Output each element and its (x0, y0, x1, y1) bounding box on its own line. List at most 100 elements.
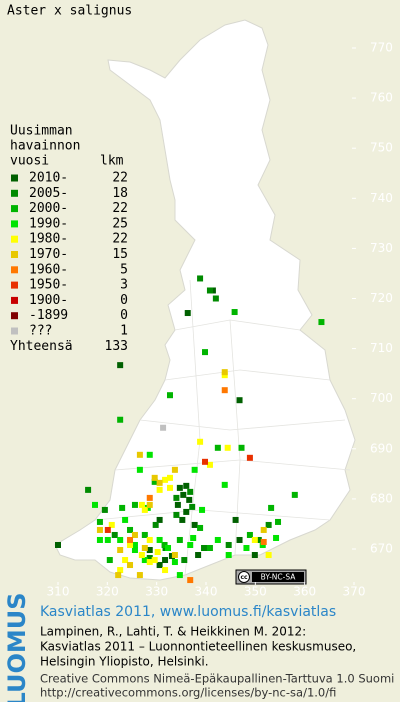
easting-label: 350 (244, 585, 267, 599)
observation-square (184, 310, 191, 317)
observation-square (268, 504, 275, 511)
legend-swatch (11, 266, 18, 274)
legend-count: 18 (112, 186, 128, 201)
observation-square (199, 506, 206, 513)
legend-count: 1 (120, 324, 128, 339)
cc-circle (238, 571, 250, 583)
observation-square (146, 501, 153, 508)
observation-square (131, 541, 138, 548)
observation-square (160, 424, 167, 431)
observation-square (136, 572, 143, 579)
citation: Helsingin Yliopisto, Helsinki. (40, 655, 209, 669)
observation-square (108, 521, 115, 528)
observation-square (202, 349, 209, 356)
legend-swatch (11, 327, 18, 335)
total-label: Yhteensä (10, 339, 73, 354)
cc-mark: cc (240, 574, 248, 581)
observation-square (104, 536, 111, 543)
observation-square (127, 541, 134, 548)
observation-square (273, 534, 280, 541)
observation-square (221, 369, 228, 376)
observation-square (92, 501, 98, 508)
observation-square (246, 531, 253, 538)
observation-square (174, 501, 181, 508)
northing-label: 730 (370, 241, 393, 255)
observation-square (146, 494, 153, 501)
observation-square (176, 572, 183, 579)
observation-square (291, 491, 298, 498)
observation-square (206, 461, 213, 468)
legend-label: 1960- (29, 262, 68, 277)
observation-square (162, 476, 169, 483)
legend-swatch (11, 205, 18, 213)
observation-square (173, 494, 180, 501)
observation-square (259, 541, 266, 548)
northing-label: 770 (370, 41, 393, 55)
observation-square (127, 536, 134, 543)
legend-label: 2010- (29, 171, 68, 186)
citation: Lampinen, R., Lahti, T. & Heikkinen M. 2… (40, 625, 306, 639)
northing-label: 720 (370, 291, 393, 305)
easting-label: 320 (96, 585, 119, 599)
observation-square (138, 552, 145, 559)
observation-square (236, 397, 243, 404)
observation-square (179, 516, 186, 523)
species-title: Aster x salignus (7, 4, 132, 19)
observation-square (156, 479, 163, 486)
observation-square (183, 482, 190, 489)
badge-text: BY-NC-SA (261, 573, 297, 582)
observation-square (156, 486, 163, 493)
legend-count: 5 (120, 262, 128, 277)
observation-square (187, 488, 194, 495)
observation-square (187, 577, 194, 584)
northing-label: 700 (370, 391, 393, 405)
license-url[interactable]: http://creativecommons.org/licenses/by-n… (40, 686, 336, 700)
legend-label: -1899 (29, 308, 68, 323)
northing-label: 740 (370, 191, 393, 205)
observation-square (265, 552, 272, 559)
observation-square (186, 496, 193, 503)
observation-square (152, 521, 159, 528)
legend-label: 1970- (29, 247, 68, 262)
easting-label: 340 (195, 585, 218, 599)
observation-square (122, 557, 129, 564)
badge-band (252, 572, 304, 582)
observation-square (131, 531, 138, 538)
observation-square (202, 458, 209, 465)
observation-square (146, 559, 153, 566)
observation-square (96, 536, 103, 543)
legend-swatch (11, 235, 18, 243)
legend-label: 2000- (29, 201, 68, 216)
observation-square (151, 557, 158, 564)
observation-square (117, 362, 124, 369)
legend-swatch (11, 281, 18, 289)
observation-square (136, 466, 143, 473)
northing-label: 760 (370, 91, 393, 105)
observation-square (201, 544, 208, 551)
legend-heading: havainnon (10, 139, 80, 154)
observation-square (85, 486, 92, 493)
observation-square (206, 544, 213, 551)
observation-square (171, 552, 178, 559)
observation-square (146, 547, 153, 554)
northing-label: 680 (370, 491, 393, 505)
legend-col-year: vuosi (10, 154, 49, 169)
legend-swatch (11, 220, 18, 228)
observation-square (162, 567, 169, 574)
easting-label: 360 (293, 585, 316, 599)
observation-square (122, 516, 129, 523)
observation-square (197, 524, 204, 531)
observation-square (119, 504, 126, 511)
observation-square (141, 531, 148, 538)
northing-label: 710 (370, 341, 393, 355)
observation-square (141, 544, 148, 551)
legend-count: 22 (112, 171, 128, 186)
atlas-link[interactable]: Kasviatlas 2011, www.luomus.fi/kasviatla… (40, 604, 336, 620)
easting-label: 310 (47, 585, 70, 599)
observation-square (127, 562, 134, 569)
northing-label: 750 (370, 141, 393, 155)
legend-label: 1900- (29, 293, 68, 308)
legend-heading: Uusimman (10, 124, 73, 139)
observation-square (197, 275, 204, 282)
